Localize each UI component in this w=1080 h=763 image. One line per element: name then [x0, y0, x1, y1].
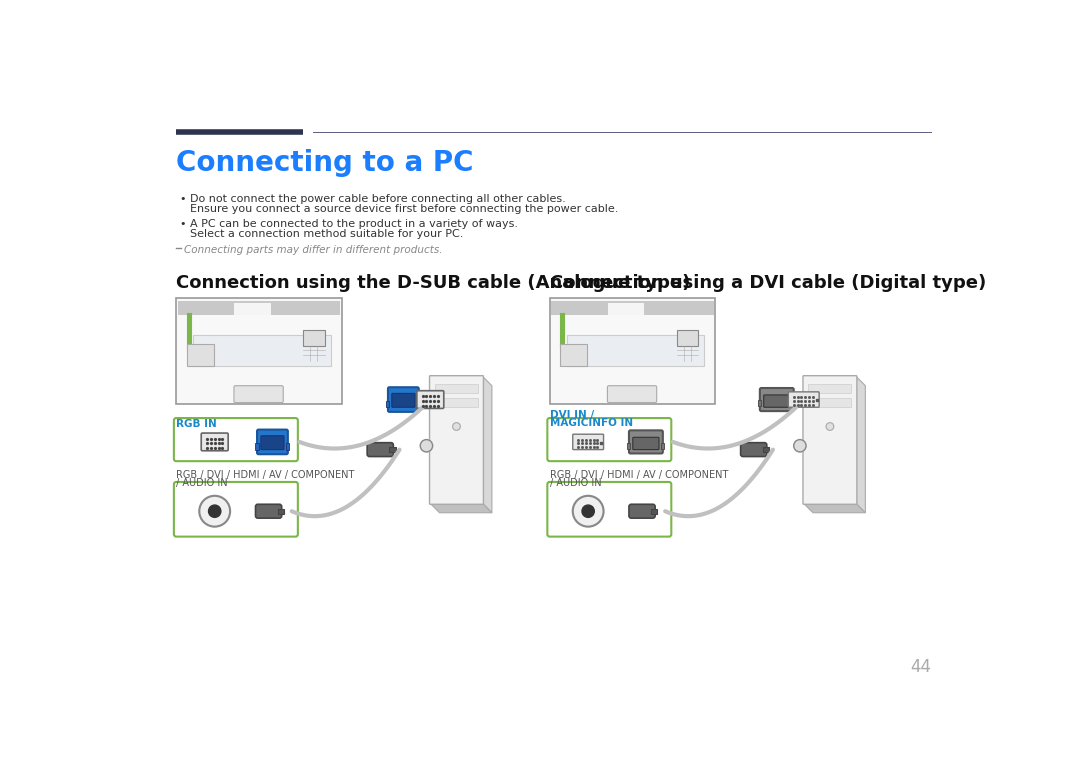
Text: Connection using the D-SUB cable (Analogue type): Connection using the D-SUB cable (Analog…	[176, 274, 690, 292]
FancyBboxPatch shape	[633, 437, 659, 449]
Bar	[626, 443, 631, 449]
FancyBboxPatch shape	[550, 298, 715, 404]
Text: 44: 44	[909, 658, 931, 675]
Text: Ensure you connect a source device first before connecting the power cable.: Ensure you connect a source device first…	[190, 204, 619, 214]
Bar	[808, 384, 851, 394]
FancyBboxPatch shape	[548, 482, 672, 536]
FancyBboxPatch shape	[629, 430, 663, 453]
Text: RGB / DVI / HDMI / AV / COMPONENT: RGB / DVI / HDMI / AV / COMPONENT	[550, 471, 728, 481]
FancyBboxPatch shape	[388, 388, 419, 412]
FancyBboxPatch shape	[176, 298, 341, 404]
FancyBboxPatch shape	[392, 394, 415, 407]
Circle shape	[200, 496, 230, 526]
FancyBboxPatch shape	[548, 418, 672, 461]
Bar	[386, 401, 390, 407]
Bar	[234, 303, 271, 315]
Text: Connection using a DVI cable (Digital type): Connection using a DVI cable (Digital ty…	[550, 274, 986, 292]
FancyBboxPatch shape	[607, 386, 657, 403]
FancyBboxPatch shape	[430, 375, 484, 504]
Circle shape	[826, 423, 834, 430]
Bar	[661, 443, 664, 449]
FancyBboxPatch shape	[741, 443, 767, 456]
Bar	[551, 301, 714, 315]
Bar	[808, 398, 851, 407]
FancyBboxPatch shape	[174, 482, 298, 536]
Text: Connecting parts may differ in different products.: Connecting parts may differ in different…	[184, 245, 443, 255]
FancyBboxPatch shape	[201, 433, 228, 451]
Text: Select a connection method suitable for your PC.: Select a connection method suitable for …	[190, 229, 463, 239]
FancyBboxPatch shape	[303, 330, 325, 346]
FancyBboxPatch shape	[256, 504, 282, 518]
Bar	[435, 384, 478, 394]
FancyBboxPatch shape	[677, 330, 699, 346]
FancyBboxPatch shape	[804, 375, 856, 504]
Bar	[255, 443, 258, 449]
FancyBboxPatch shape	[174, 418, 298, 461]
Bar	[278, 509, 284, 513]
Polygon shape	[804, 504, 865, 513]
FancyBboxPatch shape	[234, 386, 283, 403]
Bar	[757, 401, 761, 407]
Bar	[417, 401, 420, 407]
Text: DVI IN /: DVI IN /	[550, 410, 594, 420]
Text: Do not connect the power cable before connecting all other cables.: Do not connect the power cable before co…	[190, 194, 566, 204]
Bar	[435, 398, 478, 407]
Text: / AUDIO IN: / AUDIO IN	[550, 478, 602, 488]
Bar	[561, 314, 564, 348]
Text: / AUDIO IN: / AUDIO IN	[176, 478, 228, 488]
Bar	[762, 447, 769, 452]
Circle shape	[420, 439, 433, 452]
Text: •: •	[179, 194, 186, 204]
Bar	[285, 443, 289, 449]
Bar	[651, 509, 658, 513]
Circle shape	[582, 505, 594, 517]
Text: Connecting to a PC: Connecting to a PC	[176, 150, 474, 177]
Text: A PC can be connected to the product in a variety of ways.: A PC can be connected to the product in …	[190, 219, 518, 229]
FancyBboxPatch shape	[367, 443, 393, 456]
FancyBboxPatch shape	[261, 436, 284, 449]
Text: MAGICINFO IN: MAGICINFO IN	[550, 418, 633, 428]
FancyBboxPatch shape	[417, 391, 444, 408]
Bar	[792, 401, 795, 407]
FancyBboxPatch shape	[760, 388, 794, 411]
Bar	[608, 303, 644, 315]
Circle shape	[453, 423, 460, 430]
FancyBboxPatch shape	[561, 344, 588, 365]
Text: RGB / DVI / HDMI / AV / COMPONENT: RGB / DVI / HDMI / AV / COMPONENT	[176, 471, 354, 481]
Polygon shape	[856, 376, 865, 513]
Bar	[567, 335, 704, 365]
Bar	[178, 301, 340, 315]
FancyBboxPatch shape	[187, 344, 214, 365]
FancyBboxPatch shape	[572, 434, 604, 449]
Circle shape	[208, 505, 220, 517]
Bar	[390, 447, 395, 452]
Circle shape	[794, 439, 806, 452]
Text: •: •	[179, 219, 186, 229]
Polygon shape	[430, 504, 491, 513]
Text: RGB IN: RGB IN	[176, 419, 217, 429]
FancyBboxPatch shape	[257, 430, 288, 454]
Bar	[187, 314, 191, 348]
Bar	[193, 335, 330, 365]
FancyBboxPatch shape	[629, 504, 656, 518]
FancyBboxPatch shape	[788, 392, 819, 407]
Circle shape	[572, 496, 604, 526]
Polygon shape	[483, 376, 491, 513]
FancyBboxPatch shape	[764, 395, 789, 407]
